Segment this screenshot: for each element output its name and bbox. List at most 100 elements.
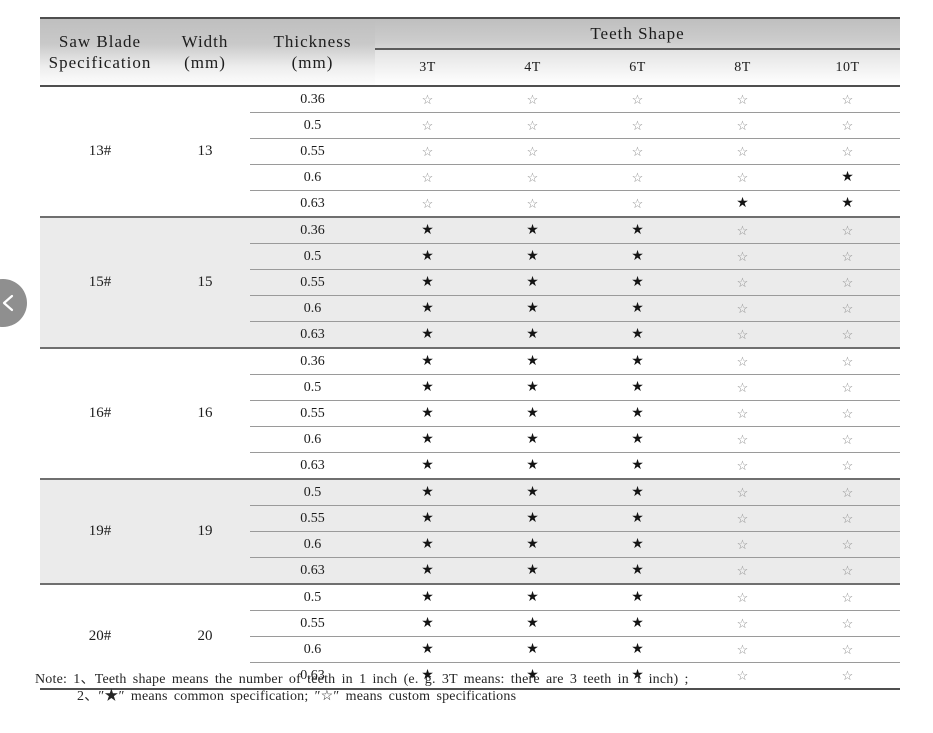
star-icon: ★	[585, 347, 690, 375]
star-icon: ★	[585, 400, 690, 427]
thickness-value: 0.5	[250, 583, 375, 611]
star-icon: ★	[585, 505, 690, 532]
table-row: 15# 15 0.36 ★ ★ ★ ☆ ☆	[40, 216, 901, 348]
star-icon: ★	[585, 557, 690, 584]
thickness-value: 0.6	[250, 164, 375, 191]
star-icon: ☆	[795, 505, 901, 532]
star-icon: ☆	[480, 138, 585, 165]
star-icon: ☆	[585, 138, 690, 165]
star-icon: ☆	[795, 374, 901, 401]
star-icon: ★	[375, 269, 480, 296]
star-icon: ★	[375, 452, 480, 479]
star-icon: ☆	[690, 505, 795, 532]
star-icon: ☆	[480, 112, 585, 139]
star-icon: ★	[375, 295, 480, 322]
thickness-value: 0.63	[250, 190, 375, 217]
thickness-value: 0.5	[250, 374, 375, 401]
star-icon: ★	[585, 452, 690, 479]
star-icon: ☆	[690, 531, 795, 558]
star-icon: ★	[375, 321, 480, 348]
star-icon: ★	[375, 662, 480, 689]
thickness-value: 0.5	[250, 112, 375, 139]
star-icon: ★	[795, 190, 901, 217]
width-value: 20	[160, 583, 250, 689]
note-line-1: Note: 1、Teeth shape means the number of …	[35, 672, 689, 687]
header-teeth-shape: Teeth Shape	[375, 18, 901, 50]
width-value: 13	[197, 143, 213, 159]
star-icon: ☆	[585, 190, 690, 217]
thickness-value: 0.6	[250, 426, 375, 453]
star-icon: ☆	[795, 557, 901, 584]
star-icon: ★	[375, 374, 480, 401]
star-icon: ★	[690, 190, 795, 217]
star-icon: ☆	[690, 321, 795, 348]
thickness-value: 0.36	[250, 347, 375, 375]
star-icon: ☆	[421, 92, 434, 107]
thickness-value: 0.55	[250, 269, 375, 296]
table-row: 0.63 ★ ★ ★ ☆ ☆	[40, 662, 901, 689]
width-value: 16	[160, 347, 250, 479]
width-value: 15	[160, 216, 250, 348]
star-icon: ☆	[375, 190, 480, 217]
star-icon: ☆	[795, 610, 901, 637]
table-row: 0.5 ★ ★ ★ ☆ ☆	[40, 374, 901, 401]
table-row: 0.63 ★ ★ ★ ☆ ☆	[40, 452, 901, 479]
star-icon: ★	[375, 347, 480, 375]
header-line: Saw Blade	[58, 31, 142, 51]
star-icon: ★	[585, 426, 690, 453]
table-header: Saw Blade Specification Width (mm) Thick…	[40, 18, 901, 86]
star-icon: ☆	[795, 452, 901, 479]
star-icon: ☆	[690, 269, 795, 296]
spec-value: 19#	[40, 478, 160, 584]
star-icon: ★	[480, 243, 585, 270]
star-icon: ★	[585, 216, 690, 244]
spec-value: 20#	[40, 583, 160, 689]
star-icon: ☆	[480, 190, 585, 217]
table-row: 0.55 ★ ★ ★ ☆ ☆	[40, 400, 901, 427]
spec-value: 15#	[40, 216, 160, 348]
header-line: Thickness	[273, 31, 352, 51]
star-icon: ☆	[690, 636, 795, 663]
star-icon: ☆	[690, 610, 795, 637]
star-icon: ★	[480, 610, 585, 637]
star-icon: ★	[480, 662, 585, 689]
star-icon: ☆	[795, 269, 901, 296]
star-icon: ☆	[690, 216, 795, 244]
star-icon: ★	[585, 374, 690, 401]
header-teeth-3t: 3T	[375, 49, 480, 86]
star-icon: ☆	[690, 478, 795, 506]
thickness-value: 0.55	[250, 610, 375, 637]
star-icon: ★	[585, 610, 690, 637]
table-row: 0.55 ☆ ☆ ☆ ☆ ☆	[40, 138, 901, 165]
header-line: (mm)	[291, 53, 334, 72]
table-row: 0.63 ★ ★ ★ ☆ ☆	[40, 321, 901, 348]
star-icon: ☆	[631, 92, 644, 107]
thickness-value: 0.5	[250, 478, 375, 506]
table-row: 0.55 ★ ★ ★ ☆ ☆	[40, 269, 901, 296]
star-icon: ☆	[690, 112, 795, 139]
star-icon: ★	[585, 478, 690, 506]
width-value: 19	[160, 478, 250, 584]
header-line: Width	[181, 31, 229, 51]
star-icon: ☆	[526, 92, 539, 107]
star-icon: ★	[375, 557, 480, 584]
carousel-prev-button[interactable]	[0, 279, 27, 327]
thickness-value: 0.63	[250, 557, 375, 584]
thickness-value: 0.55	[250, 400, 375, 427]
header-teeth-6t: 6T	[585, 49, 690, 86]
thickness-value: 0.63	[250, 452, 375, 479]
star-icon: ★	[480, 557, 585, 584]
table-row: 0.6 ☆ ☆ ☆ ☆ ★	[40, 164, 901, 191]
spec-value: 13#	[88, 143, 112, 159]
spec-value: 16#	[40, 347, 160, 479]
table-body: 13# 13 0.36 ☆ ☆ ☆ ☆ ☆ 0.5 ☆ ☆ ☆ ☆ ☆ 0.55 ☆ ☆ ☆ ☆ ☆ 0.6 ☆ ☆ ☆ ☆ ★ 0…	[40, 86, 901, 689]
star-icon: ☆	[795, 662, 901, 689]
star-icon: ☆	[795, 636, 901, 663]
star-icon: ☆	[795, 243, 901, 270]
star-icon: ☆	[375, 112, 480, 139]
thickness-value: 0.6	[250, 295, 375, 322]
thickness-value: 0.63	[250, 321, 375, 348]
star-icon: ☆	[795, 531, 901, 558]
star-icon: ☆	[795, 295, 901, 322]
